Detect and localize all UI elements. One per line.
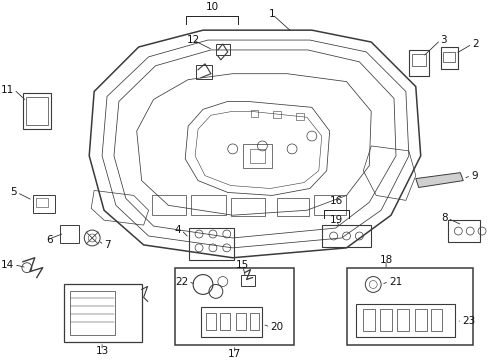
Bar bbox=[70, 291, 115, 335]
Bar bbox=[440, 47, 457, 69]
Bar bbox=[26, 98, 47, 125]
Bar bbox=[363, 309, 374, 331]
Bar bbox=[443, 52, 454, 62]
Text: 9: 9 bbox=[470, 171, 477, 181]
Text: 4: 4 bbox=[174, 225, 181, 235]
Bar bbox=[151, 195, 186, 215]
Text: 10: 10 bbox=[205, 3, 218, 12]
Text: 5: 5 bbox=[10, 188, 17, 197]
Text: 6: 6 bbox=[46, 235, 53, 245]
Bar bbox=[240, 275, 255, 287]
Bar bbox=[430, 309, 442, 331]
Bar bbox=[191, 195, 225, 215]
Bar bbox=[235, 313, 245, 330]
Bar bbox=[295, 113, 304, 120]
Bar bbox=[215, 44, 229, 55]
Bar bbox=[447, 220, 479, 242]
Bar bbox=[273, 111, 281, 118]
Bar bbox=[356, 304, 454, 337]
Text: 16: 16 bbox=[329, 196, 343, 206]
Bar bbox=[189, 228, 233, 260]
Text: 7: 7 bbox=[104, 240, 110, 250]
Text: 20: 20 bbox=[270, 322, 283, 332]
Polygon shape bbox=[415, 173, 462, 188]
Bar bbox=[396, 309, 408, 331]
Text: 23: 23 bbox=[461, 316, 474, 326]
Bar bbox=[60, 225, 79, 243]
Bar bbox=[277, 198, 308, 216]
Bar bbox=[36, 198, 47, 207]
Text: 1: 1 bbox=[268, 9, 275, 19]
Text: 21: 21 bbox=[388, 276, 402, 287]
Bar bbox=[249, 313, 259, 330]
Text: 8: 8 bbox=[440, 213, 447, 223]
Bar bbox=[220, 313, 229, 330]
Text: 17: 17 bbox=[227, 349, 241, 359]
Text: 15: 15 bbox=[236, 260, 249, 270]
Text: 14: 14 bbox=[1, 260, 14, 270]
Bar bbox=[313, 195, 345, 215]
Text: 2: 2 bbox=[471, 39, 478, 49]
Bar bbox=[249, 149, 265, 163]
Text: 3: 3 bbox=[440, 35, 446, 45]
Text: 13: 13 bbox=[95, 346, 108, 356]
Bar bbox=[33, 195, 55, 213]
Bar bbox=[175, 267, 293, 345]
Bar bbox=[230, 198, 265, 216]
Bar bbox=[414, 309, 426, 331]
Bar bbox=[196, 65, 211, 78]
Bar bbox=[64, 284, 142, 342]
Bar bbox=[411, 54, 425, 66]
Bar bbox=[346, 267, 472, 345]
Bar bbox=[205, 313, 215, 330]
Bar bbox=[23, 94, 51, 129]
Text: 18: 18 bbox=[379, 255, 392, 265]
Bar bbox=[242, 144, 272, 168]
Text: 22: 22 bbox=[175, 276, 188, 287]
Text: 11: 11 bbox=[1, 85, 14, 95]
Bar bbox=[379, 309, 391, 331]
Bar bbox=[321, 225, 370, 247]
Bar bbox=[408, 50, 428, 76]
Text: 12: 12 bbox=[186, 35, 199, 45]
Bar bbox=[201, 307, 262, 337]
Bar bbox=[250, 110, 258, 117]
Text: 19: 19 bbox=[329, 215, 343, 225]
